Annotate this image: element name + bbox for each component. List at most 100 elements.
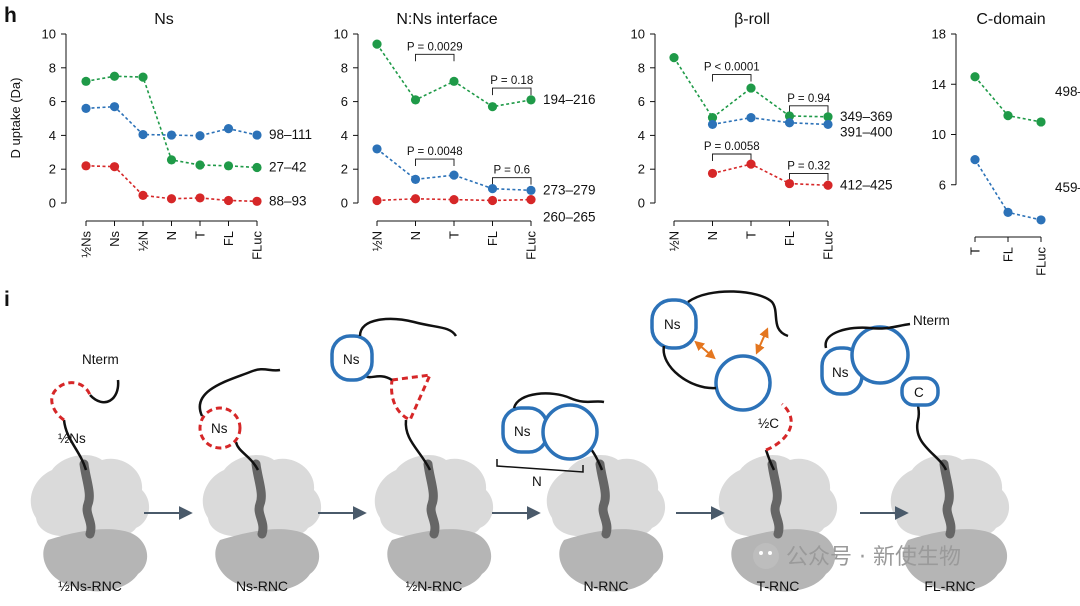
data-point <box>195 160 205 170</box>
half-ns-label: ½Ns <box>58 431 86 446</box>
x-tick-label: ½N <box>136 231 151 251</box>
x-tick-label: FL <box>221 231 236 246</box>
x-tick-label: FL <box>782 231 797 246</box>
data-point <box>1003 207 1013 217</box>
stage-half-n-rnc: Ns <box>330 317 493 591</box>
chart-n-ns-interface: N:Ns interface 0 2 4 6 8 10 ½N N T FL FLuc P = 0.002… <box>334 11 596 260</box>
data-point <box>166 194 177 204</box>
p-value-bracket <box>789 105 829 113</box>
p-value-bracket <box>415 53 455 62</box>
nterm-chain-4 <box>512 392 605 409</box>
p-value-label: P = 0.0029 <box>407 41 463 53</box>
chart-title: N:Ns interface <box>396 11 497 28</box>
data-point <box>526 95 536 105</box>
p-value-bracket <box>712 153 752 161</box>
y-tick-label: 8 <box>49 60 56 75</box>
data-point <box>707 119 718 130</box>
x-tick-label: N <box>705 231 720 240</box>
c-label: C <box>914 385 924 400</box>
y-tick-label: 6 <box>638 94 645 109</box>
y-tick-label: 6 <box>49 94 56 109</box>
chart-ns: Ns 0 2 4 6 8 10 ½Ns Ns ½N N T FL FLuc D uptake (Da) 27–… <box>8 11 312 260</box>
data-point <box>410 194 421 204</box>
stage-label-5: T-RNC <box>757 578 800 594</box>
chain-3 <box>404 419 432 471</box>
data-point <box>669 53 679 63</box>
ribosome-3 <box>375 455 493 591</box>
nterm-chain-2 <box>198 368 281 417</box>
n-domain-5 <box>714 354 772 412</box>
nterm-label-2: Nterm <box>913 313 950 328</box>
data-point <box>223 124 234 134</box>
data-point <box>223 161 234 171</box>
series-label: 349–369 <box>840 109 893 124</box>
stage-n-rnc: Ns N <box>496 392 665 591</box>
stage-label-3: ½N-RNC <box>406 578 463 594</box>
y-tick-label: 2 <box>341 162 348 177</box>
y-tick-label: 14 <box>932 77 946 92</box>
data-point <box>487 102 498 112</box>
x-tick-label: ½Ns <box>79 231 94 258</box>
chain-5 <box>764 449 776 471</box>
y-tick-label: 6 <box>939 177 946 192</box>
data-point <box>449 76 459 86</box>
data-point <box>138 190 148 200</box>
data-point <box>109 102 120 112</box>
data-point <box>252 162 262 173</box>
y-tick-label: 2 <box>49 162 56 177</box>
series-label: 260–265 <box>543 210 596 225</box>
p-value-bracket <box>492 87 532 96</box>
ns-dashed-domain <box>198 406 242 450</box>
data-point <box>1036 215 1046 225</box>
ns-label-4: Ns <box>514 424 531 439</box>
data-point <box>823 119 833 130</box>
nterm-chain-5 <box>687 290 789 338</box>
chain-6 <box>915 404 948 471</box>
y-tick-label: 6 <box>341 94 348 109</box>
p-value-bracket <box>415 158 455 167</box>
chart-title: Ns <box>154 11 174 28</box>
y-tick-label: 10 <box>334 27 348 42</box>
watermark-text: 公众号 · 新使生物 <box>786 545 961 570</box>
data-point <box>166 130 177 140</box>
data-point <box>784 178 795 189</box>
series-label: 391–400 <box>840 124 893 139</box>
series-label: 27–42 <box>269 160 307 175</box>
data-point <box>195 193 205 203</box>
y-axis-label: D uptake (Da) <box>8 78 23 159</box>
data-point <box>707 168 718 179</box>
data-point <box>138 72 148 82</box>
ribosome-1 <box>31 455 149 591</box>
p-value-bracket <box>712 74 752 82</box>
chain-1 <box>62 419 88 471</box>
ns-label-6: Ns <box>832 365 849 380</box>
stage-ns-rnc: Ns <box>198 368 321 591</box>
y-tick-label: 10 <box>631 27 645 42</box>
chart-c-domain: C-domain 6 10 14 18 T FL FLuc 498–518 459–480 <box>932 11 1080 276</box>
n-domain-4 <box>541 403 599 461</box>
chain-2 <box>234 441 260 471</box>
y-tick-label: 4 <box>638 128 645 143</box>
stage-t-rnc: ½C Ns <box>650 290 837 591</box>
data-point <box>746 113 756 123</box>
p-value-label: P = 0.94 <box>787 93 831 105</box>
x-tick-label: N <box>408 231 423 240</box>
chart-title: β-roll <box>734 11 770 28</box>
ribosome-2 <box>203 455 321 591</box>
p-value-label: P = 0.18 <box>490 75 533 87</box>
c-domain-6 <box>900 376 940 407</box>
data-point <box>970 72 980 82</box>
n-domain-6 <box>850 325 910 385</box>
series-label: 273–279 <box>543 182 596 197</box>
data-point <box>166 155 177 165</box>
series-label: 498–518 <box>1055 84 1080 99</box>
half-c-label: ½C <box>758 416 779 431</box>
wechat-icon <box>753 543 779 569</box>
y-tick-label: 0 <box>49 196 56 211</box>
series-line-391–400 <box>712 116 829 126</box>
y-tick-label: 0 <box>638 196 645 211</box>
stage-label-1: ½Ns-RNC <box>58 578 122 594</box>
orange-arrow-2 <box>755 327 769 355</box>
y-tick-label: 0 <box>341 196 348 211</box>
